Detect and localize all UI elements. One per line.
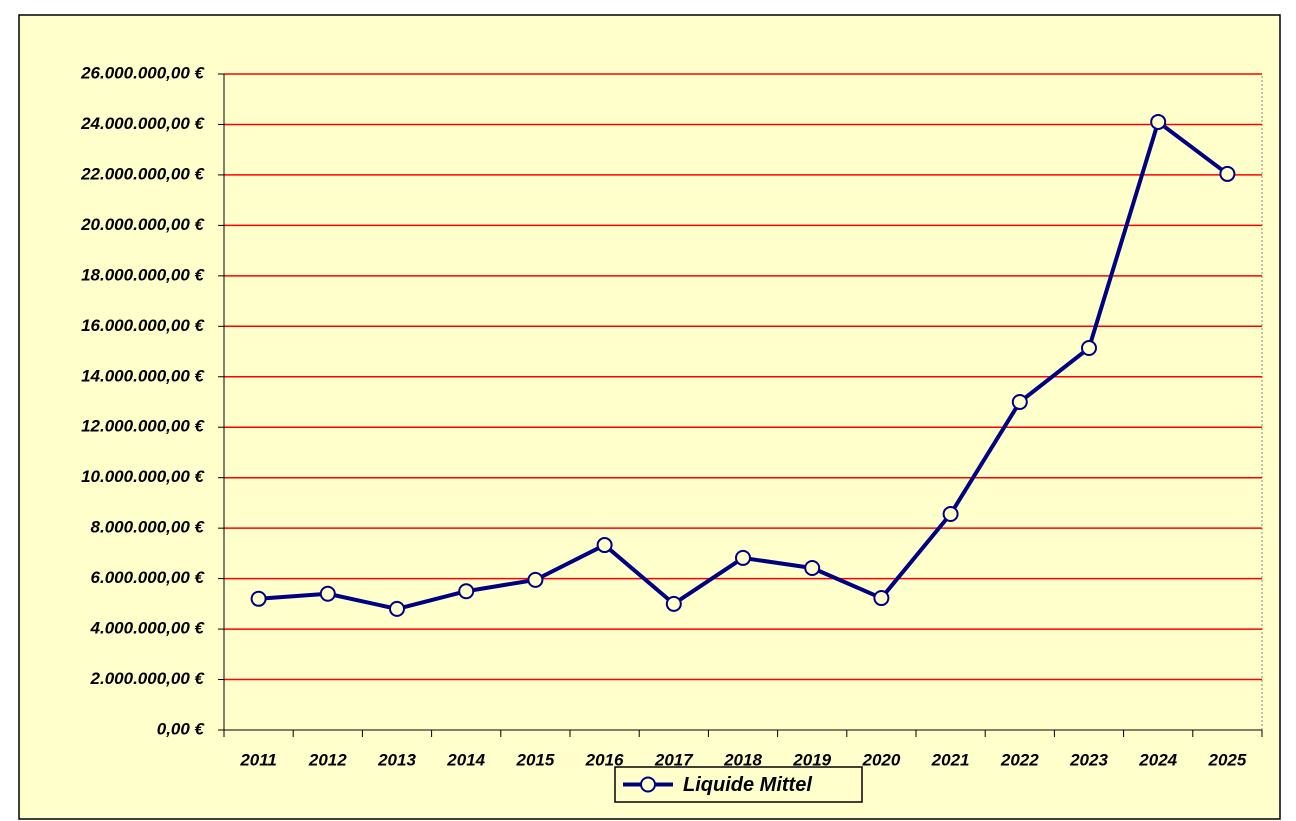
marker <box>458 583 475 600</box>
y-tick-label: 2.000.000,00 € <box>90 669 206 688</box>
x-tick-label: 2018 <box>723 750 762 769</box>
x-tick-label: 2012 <box>308 750 347 769</box>
x-tick-label: 2019 <box>792 750 831 769</box>
marker <box>1081 340 1097 357</box>
y-tick-label: 8.000.000,00 € <box>91 518 206 537</box>
marker <box>665 595 682 612</box>
x-tick-label: 2020 <box>861 750 900 769</box>
legend-label: Liquide Mittel <box>683 774 812 796</box>
marker <box>596 537 613 554</box>
marker <box>735 549 751 566</box>
marker <box>319 585 336 602</box>
marker <box>942 506 959 523</box>
marker <box>1150 113 1167 130</box>
y-tick-label: 26.000.000,00 € <box>80 63 205 82</box>
y-tick-label: 4.000.000,00 € <box>90 619 206 638</box>
marker <box>1219 165 1236 182</box>
x-tick-label: 2016 <box>585 750 624 769</box>
y-tick-label: 10.000.000,00 € <box>81 467 205 486</box>
marker <box>873 590 890 607</box>
marker <box>1011 394 1028 410</box>
y-tick-label: 22.000.000,00 € <box>80 164 205 183</box>
y-tick-label: 6.000.000,00 € <box>91 568 206 587</box>
x-tick-label: 2014 <box>446 750 485 769</box>
marker <box>250 590 267 607</box>
x-tick-label: 2024 <box>1138 750 1177 769</box>
x-tick-label: 2025 <box>1207 750 1246 769</box>
plot-area <box>223 73 1263 731</box>
x-tick-label: 2021 <box>931 750 970 769</box>
y-tick-label: 14.000.000,00 € <box>81 366 205 385</box>
x-tick-label: 2017 <box>654 750 694 769</box>
x-tick-label: 2015 <box>515 750 554 769</box>
x-tick-label: 2013 <box>377 750 416 769</box>
y-tick-label: 20.000.000,00 € <box>80 215 205 234</box>
marker <box>527 571 544 588</box>
y-tick-label: 16.000.000,00 € <box>81 316 205 335</box>
x-tick-label: 2022 <box>1000 750 1039 769</box>
y-tick-label: 12.000.000,00 € <box>81 417 205 436</box>
y-tick-label: 18.000.000,00 € <box>81 265 205 284</box>
y-tick-label: 0,00 € <box>157 719 206 738</box>
y-tick-label: 24.000.000,00 € <box>80 114 205 133</box>
x-tick-label: 2011 <box>239 750 277 769</box>
x-tick-label: 2023 <box>1069 750 1108 769</box>
marker <box>804 560 821 577</box>
legend-marker <box>640 776 656 793</box>
marker <box>389 600 405 617</box>
